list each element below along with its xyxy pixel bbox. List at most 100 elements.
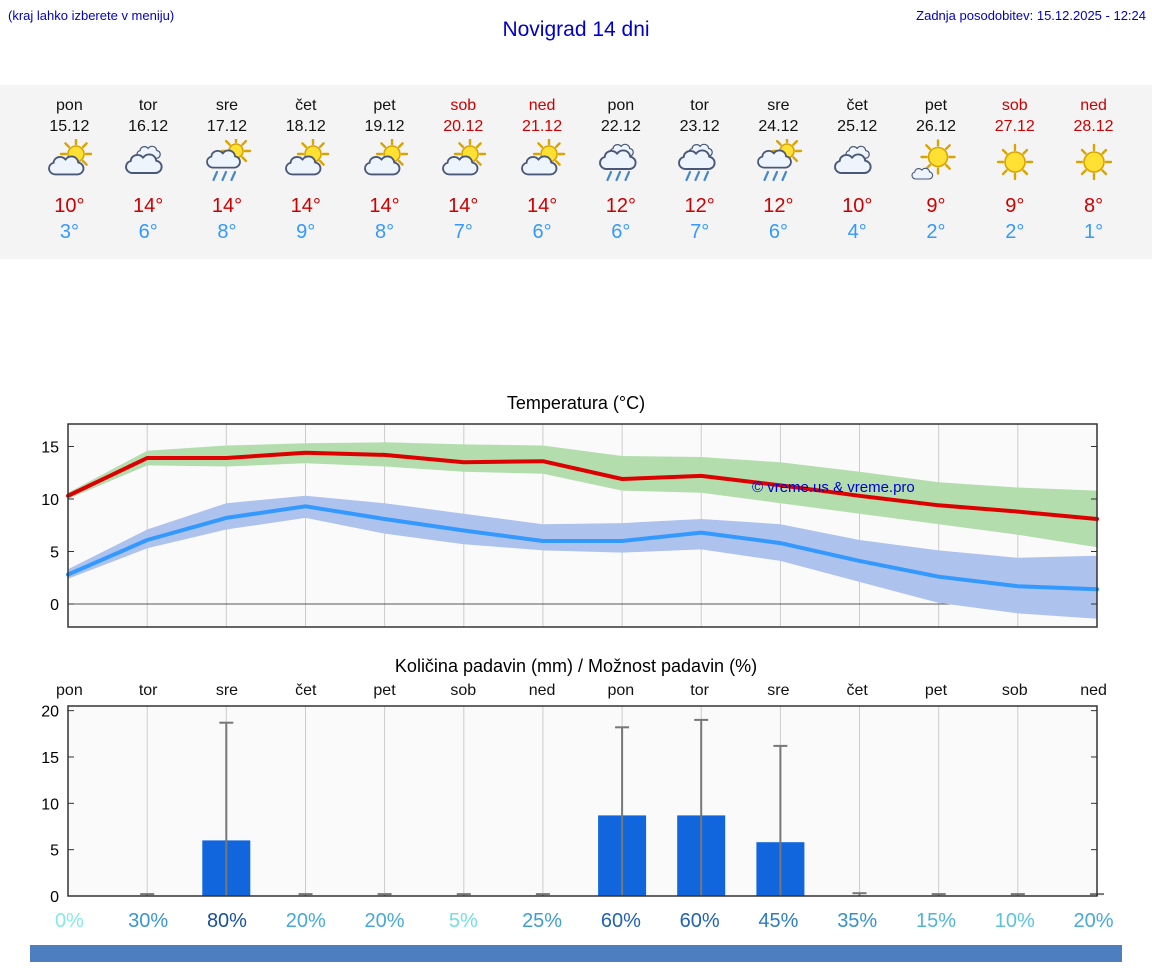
day-temp-max: 14° bbox=[369, 195, 400, 217]
min-temp-range-band bbox=[68, 495, 1097, 619]
day-name: sre bbox=[767, 97, 790, 114]
precip-probability: 10% bbox=[994, 909, 1035, 932]
location-hint: (kraj lahko izberete v meniju) bbox=[8, 8, 175, 23]
day-temp-min: 6° bbox=[138, 221, 158, 243]
sun-small-cloud-icon bbox=[911, 139, 956, 180]
day-name: ned bbox=[1080, 97, 1107, 114]
precip-probability: 20% bbox=[364, 909, 405, 932]
day-weather-icon-wrap bbox=[975, 139, 1054, 189]
sun-cloud-icon bbox=[48, 137, 93, 176]
day-temp-min: 7° bbox=[690, 221, 710, 243]
day-weather-icon-wrap bbox=[30, 137, 109, 189]
sun-cloud-rain-icon bbox=[757, 135, 803, 182]
day-temp-min: 2° bbox=[926, 221, 946, 243]
cloud-rain-icon bbox=[598, 143, 637, 182]
sun-cloud-icon bbox=[442, 137, 487, 176]
forecast-day: čet 25.12 10° 4° bbox=[818, 95, 897, 245]
day-temp-max: 10° bbox=[54, 195, 85, 217]
day-temp-max: 12° bbox=[763, 195, 794, 217]
min-temp-line bbox=[66, 504, 1099, 592]
day-weather-icon-wrap bbox=[503, 137, 582, 189]
day-name: tor bbox=[690, 97, 709, 114]
precip-probability: 45% bbox=[758, 909, 799, 932]
day-date: 23.12 bbox=[679, 118, 720, 135]
day-name: ned bbox=[528, 97, 556, 114]
precip-y-tick-label: 15 bbox=[41, 750, 59, 767]
day-weather-icon-wrap bbox=[660, 139, 739, 189]
precip-y-tick-label: 0 bbox=[50, 889, 59, 905]
precip-day-label: sob bbox=[1001, 682, 1028, 699]
day-date: 25.12 bbox=[837, 118, 878, 135]
day-weather-icon-wrap bbox=[188, 135, 267, 189]
day-date: 22.12 bbox=[600, 118, 641, 135]
day-name: pet bbox=[373, 97, 396, 114]
day-temp-max: 14° bbox=[448, 195, 479, 217]
precip-day-label: čet bbox=[846, 682, 868, 699]
temp-y-tick-label: 10 bbox=[41, 492, 59, 509]
day-name: sob bbox=[1001, 97, 1028, 114]
precip-day-label: sob bbox=[450, 682, 477, 699]
precip-probability-row: 0% 30% 80% 20% 20% 5% 25% 60% 60% 45% 35% 15% 10% 20% bbox=[0, 907, 1152, 935]
precip-day-label: ned bbox=[528, 682, 556, 699]
precip-probability: 20% bbox=[1073, 909, 1114, 932]
sun-cloud-icon bbox=[363, 137, 408, 176]
precip-day-label: pet bbox=[373, 682, 396, 699]
day-temp-max: 14° bbox=[211, 195, 243, 217]
precip-probability: 60% bbox=[679, 909, 720, 932]
day-name: sob bbox=[450, 97, 477, 114]
precip-probability: 60% bbox=[600, 909, 641, 932]
day-temp-max: 12° bbox=[684, 195, 715, 217]
precip-probability: 15% bbox=[915, 909, 956, 932]
forecast-day: sre 24.12 12° 6° bbox=[739, 95, 818, 245]
day-weather-icon-wrap bbox=[1054, 139, 1133, 189]
day-name: pet bbox=[924, 97, 948, 114]
day-weather-icon-wrap bbox=[424, 137, 503, 189]
sun-icon bbox=[996, 143, 1033, 181]
day-weather-icon-wrap bbox=[818, 139, 897, 189]
precip-day-label: pon bbox=[56, 682, 83, 699]
precip-y-tick-label: 5 bbox=[50, 843, 59, 860]
precip-probability: 0% bbox=[54, 909, 84, 932]
day-temp-min: 6° bbox=[611, 221, 631, 243]
footer-bar bbox=[30, 945, 1122, 962]
precip-day-labels-row: pon tor sre čet pet sob ned pon tor sre čet pet sob n… bbox=[0, 679, 1152, 703]
day-date: 16.12 bbox=[128, 118, 169, 135]
forecast-day: ned 21.12 14° 6° bbox=[503, 95, 582, 245]
temperature-chart: 0 5 10 15 © vreme.us & vreme.pro bbox=[0, 422, 1152, 629]
precip-probability: 5% bbox=[448, 909, 478, 932]
max-temp-range-band bbox=[68, 442, 1097, 548]
precip-probability: 35% bbox=[837, 909, 878, 932]
day-temp-min: 9° bbox=[296, 221, 316, 243]
temp-y-tick-label: 0 bbox=[50, 597, 59, 614]
day-name: čet bbox=[295, 97, 317, 114]
precip-day-label: pet bbox=[924, 682, 948, 699]
precip-day-label: sre bbox=[215, 682, 239, 699]
precip-y-tick-label: 20 bbox=[41, 704, 59, 721]
forecast-strip: pon 15.12 10° 3° tor 16.12 14° 6° sre 17.12 14° 8° č… bbox=[0, 85, 1152, 259]
day-temp-max: 9° bbox=[926, 195, 946, 217]
day-weather-icon-wrap bbox=[581, 139, 660, 189]
forecast-day: tor 16.12 14° 6° bbox=[109, 95, 188, 245]
temp-y-tick-label: 15 bbox=[41, 440, 59, 457]
day-temp-min: 8° bbox=[217, 221, 237, 243]
precip-day-label: ned bbox=[1080, 682, 1107, 699]
precip-day-label: čet bbox=[295, 682, 317, 699]
day-temp-min: 1° bbox=[1083, 221, 1104, 243]
day-temp-min: 8° bbox=[374, 221, 395, 243]
day-temp-min: 6° bbox=[532, 221, 552, 243]
temperature-chart-title: Temperatura (°C) bbox=[506, 393, 646, 413]
cloud-rain-icon bbox=[677, 143, 716, 182]
precip-day-label: tor bbox=[690, 682, 709, 699]
precip-probability: 20% bbox=[285, 909, 326, 932]
watermark: © vreme.us & vreme.pro bbox=[752, 479, 915, 496]
day-temp-max: 12° bbox=[605, 195, 636, 217]
forecast-day: pon 15.12 10° 3° bbox=[30, 95, 109, 245]
day-temp-max: 9° bbox=[1005, 195, 1025, 217]
day-temp-max: 10° bbox=[842, 195, 873, 217]
forecast-day: pet 26.12 9° 2° bbox=[897, 95, 976, 245]
cloud-icon bbox=[125, 145, 163, 174]
day-name: sre bbox=[215, 97, 239, 114]
forecast-day: čet 18.12 14° 9° bbox=[266, 95, 345, 245]
forecast-day: sob 20.12 14° 7° bbox=[424, 95, 503, 245]
day-temp-min: 6° bbox=[768, 221, 788, 243]
